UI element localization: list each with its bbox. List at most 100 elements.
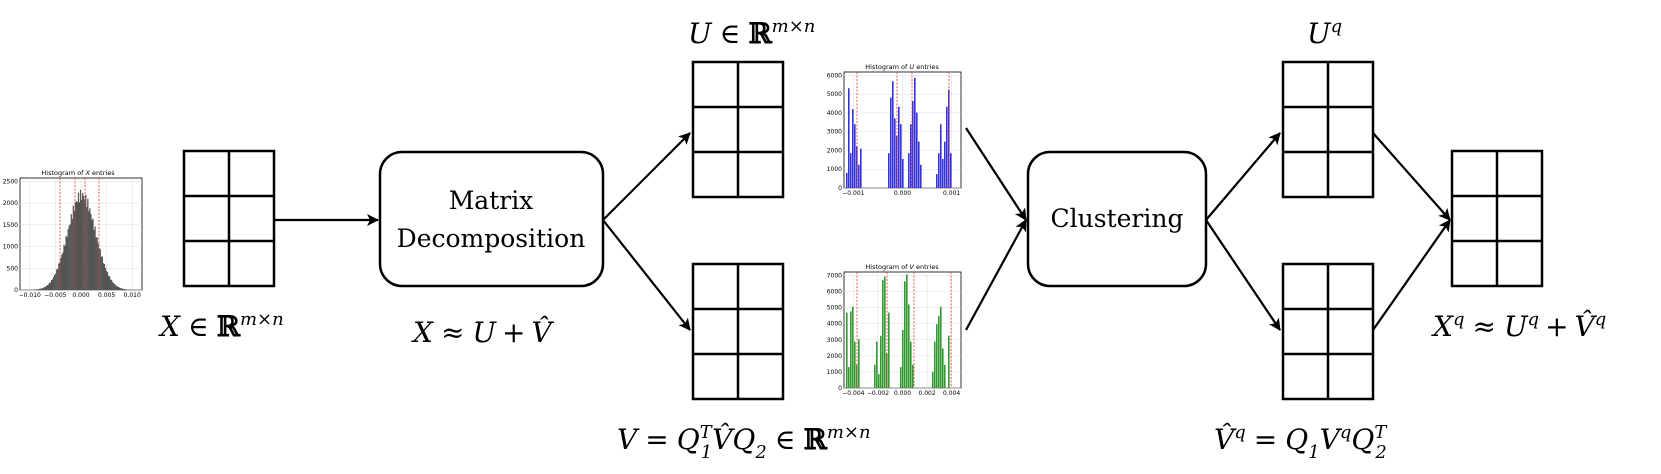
histogram-bar [94, 226, 96, 290]
histogram-bar [950, 153, 952, 188]
histogram-bar [39, 288, 41, 290]
histogram-x-title: Histogram of X entries [41, 169, 115, 177]
y-tick-label: 5000 [827, 91, 842, 98]
arrow-decomposition-to-u [602, 132, 691, 221]
histogram-bar [60, 257, 62, 290]
vq-definition-formula: V̂q = Q1VqQT 2 [1214, 422, 1388, 463]
x-tick-label: 0.000 [894, 390, 911, 397]
histogram-bar [92, 218, 94, 290]
matrix-xq [1450, 149, 1544, 288]
histogram-bar [858, 339, 860, 388]
x-tick-label: −0.005 [44, 292, 66, 299]
y-tick-label: 1000 [827, 166, 842, 173]
histogram-bar [916, 112, 918, 188]
u-dimension-label: U ∈ ℝm×n [688, 16, 815, 50]
decomposition-formula: X ≈ U + V̂ [411, 316, 554, 349]
histogram-bar [45, 285, 47, 290]
histogram-bar [49, 282, 52, 290]
histogram-bar [858, 164, 860, 188]
y-tick-label: 4000 [827, 321, 842, 328]
histogram-bar [115, 285, 117, 290]
histogram-bar [43, 287, 45, 290]
y-tick-label: 3000 [827, 129, 842, 136]
histogram-bar [878, 374, 880, 388]
histogram-bar [914, 77, 916, 188]
matrix-v [691, 262, 785, 401]
y-tick-label: 1000 [3, 244, 18, 251]
histogram-bar [846, 172, 848, 188]
histogram-bar [120, 288, 122, 290]
histogram-bar [70, 214, 72, 290]
y-tick-label: 7000 [827, 272, 842, 279]
histogram-bar [920, 164, 922, 188]
y-tick-label: 0 [14, 287, 18, 294]
y-tick-label: 2500 [3, 178, 18, 185]
histogram-v-xticks: −0.004 −0.002 0.000 0.002 0.004 [842, 390, 960, 397]
clustering-node: Clustering [1026, 150, 1208, 288]
histogram-bar [36, 289, 38, 290]
histogram-bar [912, 101, 914, 188]
histogram-bar [938, 316, 940, 388]
histogram-x-xticks: −0.010 −0.005 0.000 0.005 0.010 [19, 292, 141, 299]
histogram-bar [81, 199, 83, 290]
histogram-bar [95, 237, 97, 290]
histogram-x: Histogram of X entries 0 500 1000 1500 2000 2… [3, 169, 143, 299]
histogram-bar [900, 367, 902, 388]
arrow-v-to-clustering [965, 219, 1027, 331]
y-tick-label: 2000 [827, 353, 842, 360]
histogram-bar [47, 284, 50, 290]
histogram-bar [37, 289, 39, 290]
histogram-bar [83, 196, 85, 290]
histogram-bar [912, 364, 914, 388]
histogram-bar [938, 153, 940, 188]
histogram-bar [910, 341, 912, 388]
histogram-x-yticks: 0 500 1000 1500 2000 2500 [3, 178, 18, 294]
histogram-bar [38, 289, 40, 290]
histogram-bar [96, 237, 98, 290]
histogram-bar [69, 224, 71, 290]
histogram-u-title: Histogram of U entries [865, 63, 939, 71]
histogram-bar [848, 88, 850, 188]
histogram-bar [113, 283, 115, 290]
x-tick-label: 0.005 [98, 292, 115, 299]
histogram-bar [116, 285, 118, 290]
histogram-bar [87, 198, 89, 290]
histogram-bar [902, 159, 904, 188]
y-tick-label: 2000 [3, 200, 18, 207]
histogram-bar [894, 118, 896, 188]
histogram-v-yticks: 0 1000 2000 3000 4000 5000 6000 7000 [827, 272, 842, 392]
histogram-bar [41, 288, 43, 290]
histogram-bar [53, 276, 55, 290]
histogram-bar [85, 194, 87, 290]
histogram-bar [112, 282, 114, 290]
arrow-decomposition-to-v [602, 219, 691, 331]
histogram-bar [902, 330, 904, 388]
histogram-bar [72, 205, 74, 290]
histogram-bar [93, 230, 95, 290]
x-tick-label: 0.001 [943, 190, 960, 197]
histogram-bar [67, 229, 69, 290]
histogram-bar [890, 97, 892, 188]
histogram-bar [71, 218, 73, 290]
matrix-vq [1281, 262, 1375, 401]
histogram-bar [854, 341, 856, 388]
histogram-bar [42, 287, 44, 290]
histogram-v-title: Histogram of V entries [865, 263, 939, 271]
histogram-bar [910, 124, 912, 188]
histogram-bar [100, 256, 102, 290]
histogram-bar [56, 269, 58, 290]
histogram-bar [102, 263, 104, 290]
histogram-bar [44, 286, 46, 290]
histogram-bar [946, 106, 948, 188]
histogram-bar [66, 237, 68, 290]
histogram-bar [880, 335, 882, 388]
histogram-bar [882, 280, 884, 388]
histogram-bar [942, 348, 944, 388]
histogram-bar [55, 273, 57, 290]
x-tick-label: 0.002 [918, 390, 935, 397]
decomposition-node: Matrix Decomposition [378, 150, 605, 288]
histogram-bar [48, 282, 51, 290]
histogram-bar [89, 208, 91, 290]
v-definition-formula: V = QT 1V̂Q2 ∈ ℝm×n [617, 422, 871, 463]
